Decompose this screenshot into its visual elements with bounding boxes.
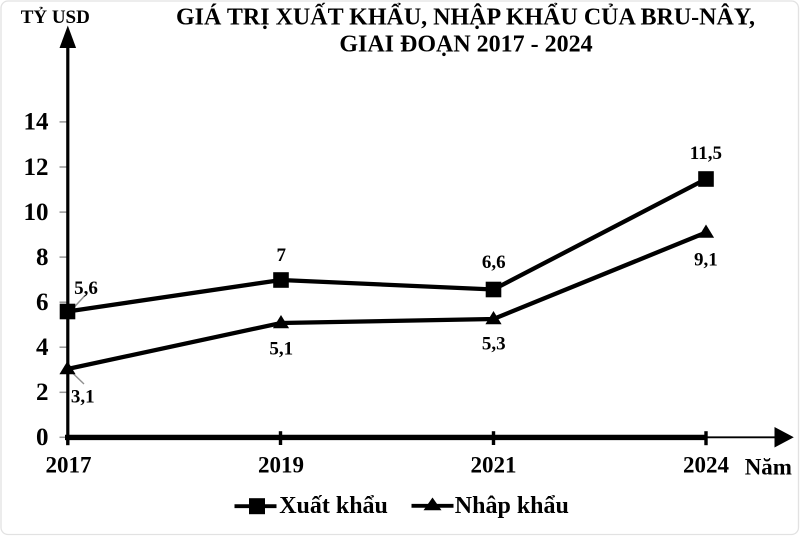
svg-text:GIÁ TRỊ XUẤT KHẨU, NHẬP KHẨU C: GIÁ TRỊ XUẤT KHẨU, NHẬP KHẨU CỦA BRU-NÂY… [176,4,755,31]
svg-text:5,3: 5,3 [482,334,506,355]
svg-text:2021: 2021 [471,453,517,478]
svg-text:10: 10 [24,199,49,226]
svg-text:6: 6 [36,289,49,316]
svg-text:3,1: 3,1 [71,386,95,407]
svg-text:6,6: 6,6 [482,252,506,273]
svg-text:Xuất khẩu: Xuất khẩu [279,493,388,519]
svg-text:14: 14 [24,109,50,136]
svg-text:7: 7 [276,245,286,266]
svg-text:2019: 2019 [258,453,304,478]
svg-text:2024: 2024 [683,453,730,478]
svg-text:4: 4 [36,334,49,361]
svg-text:9,1: 9,1 [694,249,718,270]
svg-text:GIAI ĐOẠN 2017 - 2024: GIAI ĐOẠN 2017 - 2024 [339,32,592,58]
svg-text:8: 8 [36,244,49,271]
svg-text:2017: 2017 [46,453,92,478]
svg-text:12: 12 [24,154,49,181]
svg-text:5,1: 5,1 [269,339,293,360]
svg-text:2: 2 [36,379,49,406]
svg-text:Năm: Năm [745,455,792,480]
svg-text:11,5: 11,5 [690,143,722,164]
svg-text:0: 0 [36,424,49,451]
svg-text:TỶ USD: TỶ USD [21,7,90,28]
svg-text:5,6: 5,6 [74,278,98,299]
svg-text:Nhâp khẩu: Nhâp khẩu [455,493,569,519]
